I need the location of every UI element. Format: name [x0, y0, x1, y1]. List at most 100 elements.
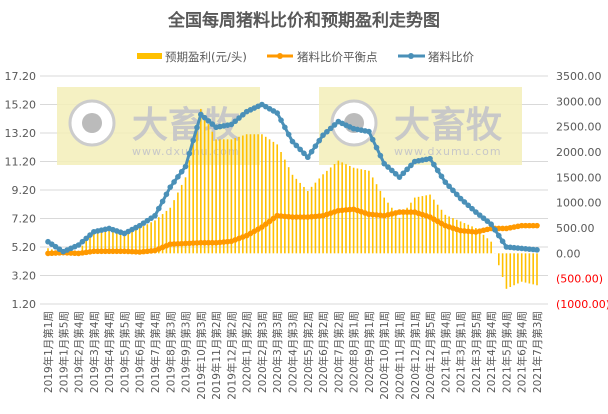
x-tick-label: 2021年7月第3周 [531, 311, 544, 393]
point-ratio [282, 124, 288, 131]
point-balance [259, 224, 265, 230]
bar-profit [383, 197, 385, 254]
bar-profit [429, 194, 431, 254]
bar-profit [452, 218, 454, 254]
point-ratio [167, 184, 174, 190]
bar-profit [505, 253, 508, 289]
point-ratio [327, 125, 334, 132]
point-ratio [446, 183, 452, 190]
bar-profit [200, 108, 202, 254]
x-tick-label: 2019年11月第2周 [210, 311, 223, 400]
point-ratio [205, 118, 212, 124]
left-tick-label: 17.20 [5, 70, 37, 83]
point-ratio [495, 232, 502, 239]
bar-profit [517, 253, 519, 284]
point-ratio [316, 137, 323, 144]
bar-profit [219, 139, 221, 254]
point-balance [266, 218, 273, 225]
point-ratio [304, 154, 311, 161]
bar-profit [306, 191, 309, 254]
chart-title: 全国每周猪料比价和预期盈利走势图 [167, 10, 440, 31]
right-tick-label: 2000.00 [556, 146, 602, 159]
point-ratio [434, 167, 441, 174]
x-tick-label: 2019年4月第4周 [103, 311, 116, 393]
point-ratio [293, 142, 300, 149]
bar-profit [433, 199, 435, 254]
bar-profit [398, 217, 401, 254]
watermark-url: www.dxumu.com [394, 145, 502, 158]
bar-profit [276, 144, 279, 254]
legend-label-profit: 预期盈利(元/头) [165, 50, 247, 64]
point-ratio [240, 112, 246, 118]
bar-profit [394, 212, 397, 254]
bar-profit [436, 204, 439, 254]
point-ratio [396, 174, 403, 180]
bar-profit [242, 135, 244, 254]
point-ratio [274, 110, 281, 116]
bar-profit [406, 207, 408, 254]
bar-profit [478, 231, 481, 254]
point-ratio [431, 161, 437, 168]
bar-profit [287, 167, 290, 254]
point-ratio [171, 179, 177, 185]
bar-profit [303, 186, 305, 254]
profit-bars [47, 108, 538, 289]
x-tick-label: 2019年6月第4周 [134, 311, 147, 393]
right-tick-label: 1500.00 [556, 171, 602, 184]
bar-profit [291, 174, 294, 254]
legend-swatch-profit [137, 53, 162, 59]
bar-profit [444, 214, 447, 254]
bar-profit [333, 164, 336, 254]
point-ratio [152, 212, 158, 219]
lines [45, 101, 540, 257]
point-ratio [312, 143, 319, 149]
bar-profit [417, 196, 420, 254]
bar-profit [100, 229, 103, 254]
right-tick-label: 2500.00 [556, 121, 602, 134]
x-tick-label: 2020年11月第1周 [393, 311, 406, 400]
point-ratio [278, 117, 284, 123]
x-tick-label: 2021年5月第4周 [500, 311, 513, 393]
x-tick-label: 2020年4月第3周 [287, 311, 300, 393]
bar-profit [261, 134, 263, 254]
point-ratio [476, 212, 483, 218]
x-tick-label: 2020年10月第1周 [378, 311, 391, 400]
bar-profit [165, 210, 168, 254]
point-ratio [301, 150, 307, 157]
bar-profit [108, 228, 110, 254]
x-tick-label: 2020年9月第1周 [363, 311, 376, 393]
bar-profit [249, 134, 252, 254]
point-ratio [201, 114, 208, 121]
bar-profit [188, 160, 191, 254]
point-ratio [285, 131, 292, 138]
point-ratio [453, 191, 460, 198]
point-ratio [499, 238, 506, 245]
bar-profit [459, 221, 462, 254]
bar-profit [375, 184, 378, 254]
bar-profit [226, 139, 229, 254]
watermark-brand: 大畜牧 [394, 105, 503, 146]
right-tick-label: (500.00) [556, 273, 603, 286]
point-ratio [209, 121, 216, 127]
bar-profit [119, 231, 122, 254]
bar-profit [528, 253, 531, 284]
bar-profit [93, 230, 95, 254]
point-ratio [473, 209, 479, 215]
bar-profit [490, 241, 492, 254]
point-ratio [159, 198, 166, 205]
x-tick-label: 2020年12月第5周 [424, 311, 437, 400]
bar-profit [146, 224, 149, 254]
bar-profit [257, 134, 259, 254]
bar-profit [497, 253, 500, 266]
legend-marker-ratio [408, 53, 414, 59]
x-tick-label: 2020年7月第2周 [332, 311, 345, 393]
bar-profit [203, 116, 206, 254]
right-tick-label: (1000.00) [556, 298, 608, 311]
point-ratio [469, 205, 475, 212]
bar-profit [81, 245, 84, 254]
bar-profit [520, 253, 523, 282]
point-ratio [75, 242, 82, 248]
bar-profit [379, 190, 382, 254]
